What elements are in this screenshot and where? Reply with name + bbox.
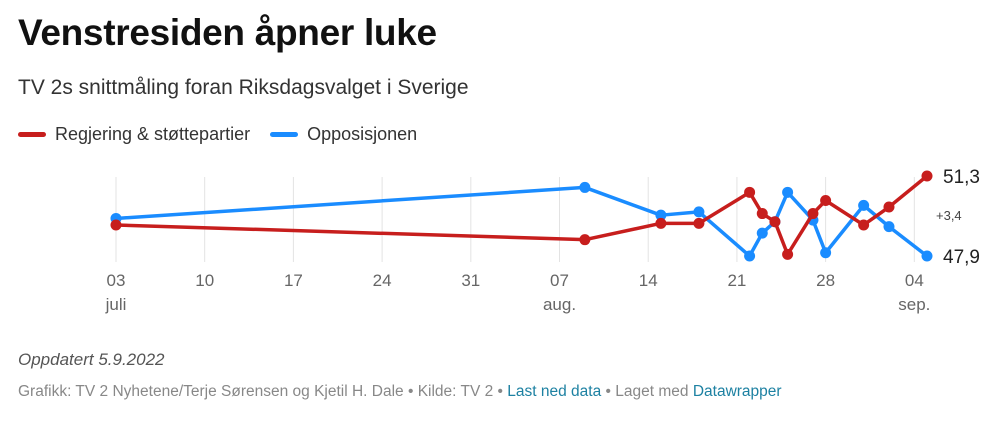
data-point — [921, 170, 933, 182]
legend-item-government: Regjering & støttepartier — [18, 124, 250, 145]
data-point — [782, 248, 794, 260]
end-value-label: 51,3 — [943, 167, 980, 188]
data-point — [655, 217, 667, 229]
x-tick-label: 24 — [373, 271, 392, 290]
legend-swatch-government — [18, 132, 46, 137]
difference-annotation: +3,4 — [936, 208, 962, 223]
x-tick-label: 04 — [905, 271, 924, 290]
x-tick-label: 21 — [727, 271, 746, 290]
data-point — [820, 194, 832, 206]
made-with-text: • Laget med — [601, 383, 693, 400]
data-point — [655, 209, 667, 221]
data-point — [883, 201, 895, 213]
data-point — [579, 234, 591, 246]
data-point — [820, 247, 832, 259]
data-point — [769, 216, 781, 228]
legend: Regjering & støttepartier Opposisjonen — [18, 124, 417, 145]
legend-label-government: Regjering & støttepartier — [55, 124, 251, 144]
x-tick-label: 17 — [284, 271, 303, 290]
series-line — [114, 174, 929, 257]
x-tick-label: 14 — [639, 271, 658, 290]
legend-swatch-opposition — [270, 132, 299, 137]
legend-item-opposition: Opposisjonen — [270, 124, 417, 145]
data-point — [744, 186, 756, 198]
data-point — [807, 208, 819, 220]
data-point — [858, 219, 870, 231]
x-tick-label: 31 — [461, 271, 480, 290]
data-point — [883, 221, 895, 233]
chart-title: Venstresiden åpner luke — [18, 12, 437, 53]
x-tick-month-label: sep. — [898, 295, 930, 314]
x-tick-label: 28 — [816, 271, 835, 290]
legend-label-opposition: Opposisjonen — [307, 124, 418, 144]
credits: Grafikk: TV 2 Nyhetene/Terje Sørensen og… — [18, 383, 782, 401]
datawrapper-link[interactable]: Datawrapper — [692, 383, 782, 400]
x-tick-label: 03 — [107, 271, 126, 290]
chart-subtitle: TV 2s snittmåling foran Riksdagsvalget i… — [18, 76, 469, 99]
data-point — [756, 227, 768, 239]
end-value-label: 47,9 — [943, 247, 980, 268]
data-point — [579, 181, 591, 193]
series-line — [114, 185, 929, 258]
line-chart: 03 juli 10 17 24 31 07 aug. 14 21 28 04 sep. 47,9 51,3… — [105, 167, 980, 314]
updated-date: Oppdatert 5.9.2022 — [18, 350, 165, 369]
data-point — [693, 206, 705, 218]
x-tick-label: 07 — [550, 271, 569, 290]
x-tick-month-label: juli — [105, 295, 127, 314]
x-tick-month-label: aug. — [543, 295, 576, 314]
data-point — [782, 186, 794, 198]
data-point — [110, 219, 122, 231]
data-point — [921, 250, 933, 262]
download-data-link[interactable]: Last ned data — [507, 383, 602, 400]
credit-text: Grafikk: TV 2 Nyhetene/Terje Sørensen og… — [18, 383, 508, 400]
x-tick-label: 10 — [195, 271, 214, 290]
data-point — [756, 208, 768, 220]
data-point — [744, 250, 756, 262]
data-point — [858, 199, 870, 211]
data-point — [693, 217, 705, 229]
